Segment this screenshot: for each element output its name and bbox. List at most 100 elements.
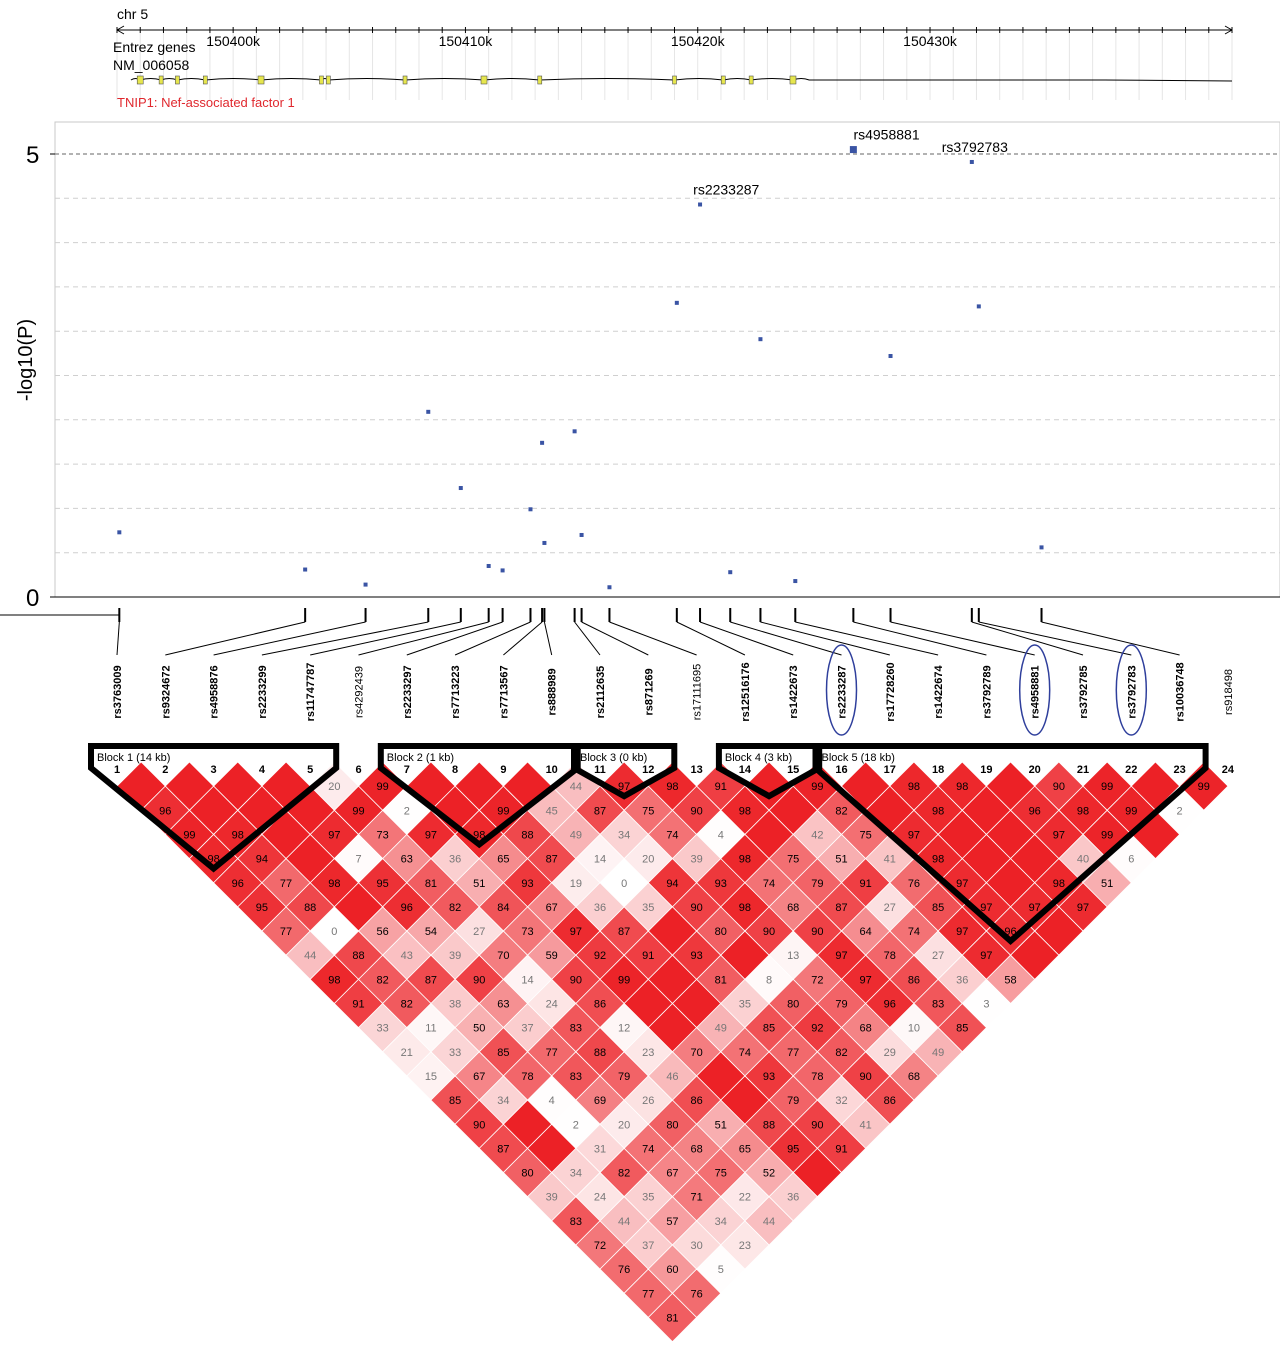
snp-numbers: 1 2 3 4 5 6 7 8 9 10 11 12 13 14 15 16 17 18 19 20 21 22 23 24 [114, 764, 1235, 776]
ld-value: 65 [497, 854, 509, 866]
ld-value: 42 [811, 829, 823, 841]
ld-value: 41 [860, 1119, 872, 1131]
snp-connector [116, 621, 120, 656]
ld-value: 97 [835, 950, 847, 962]
data-point [728, 570, 733, 575]
ld-value: 83 [932, 999, 944, 1011]
snp-connector [454, 621, 531, 656]
block-outline [88, 743, 340, 873]
snp-label: rs918498 [1223, 669, 1235, 715]
highlight-ring [1115, 644, 1148, 736]
exon [748, 75, 754, 85]
ld-value: 90 [811, 1119, 823, 1131]
ld-value: 32 [835, 1095, 847, 1107]
ld-value: 88 [521, 829, 533, 841]
ld-value: 78 [811, 1071, 823, 1083]
ld-value: 98 [739, 805, 751, 817]
ld-value: 99 [618, 974, 630, 986]
ld-value: 72 [594, 1240, 606, 1252]
ld-value: 97 [425, 829, 437, 841]
ld-value: 86 [594, 999, 606, 1011]
exon [537, 75, 543, 85]
ld-value: 77 [280, 878, 292, 890]
ld-value: 78 [521, 1071, 533, 1083]
exon [136, 75, 144, 85]
snp-number: 7 [404, 764, 410, 776]
ld-value: 74 [666, 829, 678, 841]
exon [402, 75, 408, 85]
snp-number: 8 [452, 764, 458, 776]
ld-value: 51 [473, 878, 485, 890]
snp-label: rs17728260 [885, 662, 897, 721]
ld-value: 68 [690, 1143, 702, 1155]
ld-value: 80 [715, 926, 727, 938]
ld-value: 99 [1101, 829, 1113, 841]
ld-value: 71 [690, 1192, 702, 1204]
ld-value: 51 [1101, 878, 1113, 890]
ld-value: 36 [449, 854, 461, 866]
exon [480, 75, 488, 85]
ld-value: 10 [908, 1023, 920, 1035]
snp-number: 17 [884, 764, 896, 776]
ld-value: 44 [763, 1216, 775, 1228]
snp-label: rs3792789 [981, 665, 993, 718]
ld-value: 74 [908, 926, 920, 938]
ld-value: 75 [860, 829, 872, 841]
snp-number: 5 [307, 764, 313, 776]
snp-connector [310, 621, 461, 656]
gene-track: chr 5 150400k 150410k 150420k 150430k Entre… [113, 6, 1233, 110]
data-point [1039, 545, 1044, 550]
ld-value: 0 [331, 926, 337, 938]
ld-value: 52 [763, 1168, 775, 1180]
snp-number: 6 [355, 764, 361, 776]
y-tick-label-0: 0 [26, 585, 39, 612]
data-point [758, 337, 763, 342]
association-plot: -log10(P) 0 5 rs4958881 rs3792783 rs223328… [15, 121, 1280, 612]
snp-label: rs7713223 [450, 665, 462, 718]
ld-value: 75 [787, 854, 799, 866]
ld-value: 5 [718, 1264, 724, 1276]
snp-label: rs2233287 [837, 665, 849, 718]
data-point [793, 579, 798, 584]
ld-value: 79 [835, 999, 847, 1011]
snp-connector [730, 621, 842, 656]
data-point [579, 532, 584, 537]
snp-label: rs3763009 [112, 665, 124, 718]
ld-value: 94 [666, 878, 678, 890]
ld-value: 72 [811, 974, 823, 986]
ld-value: 35 [642, 902, 654, 914]
ld-value: 98 [1053, 878, 1065, 890]
snp-connector [760, 621, 890, 656]
ld-value: 51 [715, 1119, 727, 1131]
ld-value: 98 [328, 878, 340, 890]
data-point [969, 159, 974, 164]
ld-value: 99 [377, 781, 389, 793]
block-label: Block 5 (18 kb) [822, 752, 895, 764]
snp-number: 21 [1077, 764, 1089, 776]
intron-line [130, 78, 1233, 82]
ld-value: 83 [570, 1216, 582, 1228]
ld-value: 75 [715, 1168, 727, 1180]
ld-value: 98 [328, 974, 340, 986]
ld-value: 97 [328, 829, 340, 841]
ld-value: 44 [570, 781, 582, 793]
ld-value: 58 [1004, 974, 1016, 986]
ld-value: 23 [739, 1240, 751, 1252]
ld-value: 13 [787, 950, 799, 962]
ld-value: 12 [618, 1023, 630, 1035]
ld-value: 90 [1053, 781, 1065, 793]
data-point [607, 585, 612, 590]
ld-value: 50 [473, 1023, 485, 1035]
snp-number: 24 [1222, 764, 1235, 776]
exon [158, 75, 164, 85]
ld-cell [647, 1292, 698, 1343]
plot-gridlines [50, 153, 1280, 598]
ld-value: 34 [618, 829, 630, 841]
exon [720, 75, 726, 85]
ld-value: 97 [908, 829, 920, 841]
ld-value: 86 [690, 1095, 702, 1107]
ld-value: 90 [763, 926, 775, 938]
ld-value: 39 [546, 1192, 558, 1204]
ld-value: 99 [352, 805, 364, 817]
